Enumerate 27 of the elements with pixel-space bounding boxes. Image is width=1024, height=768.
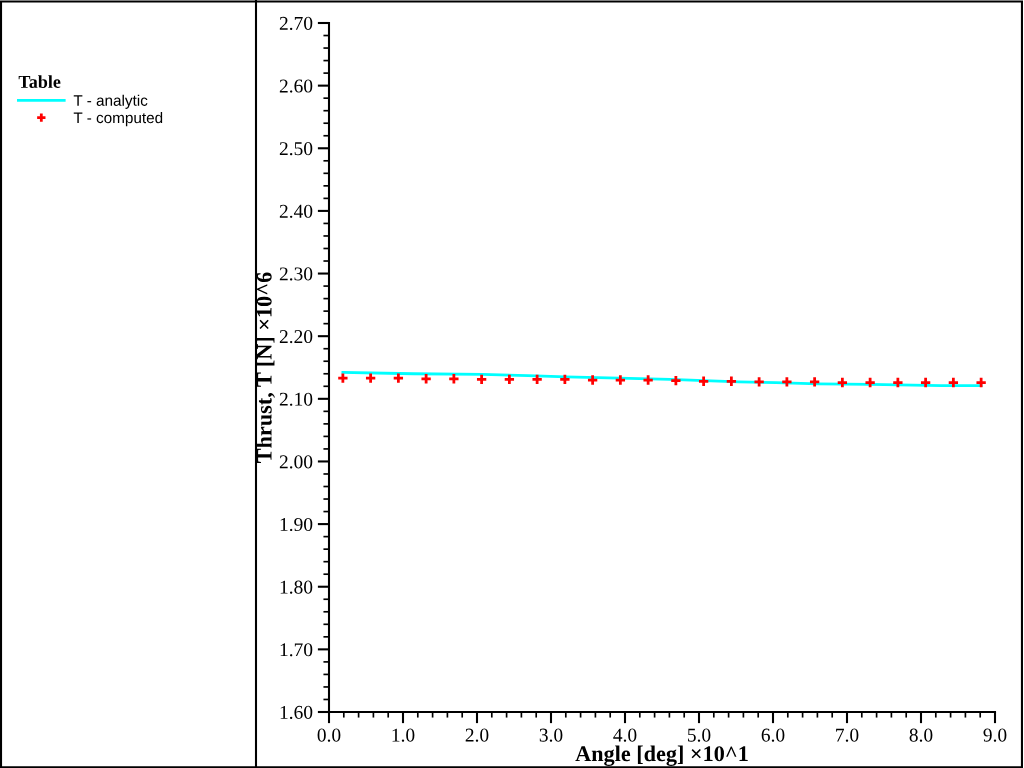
- y-tick-label: 2.10: [279, 392, 313, 406]
- x-tick-label: 0.0: [317, 728, 341, 742]
- x-axis-title: Angle [deg] ×10^1: [575, 745, 748, 766]
- y-tick-label: 1.80: [280, 580, 313, 594]
- x-tick-label: 8.0: [909, 728, 933, 742]
- x-tick-label: 4.0: [613, 728, 637, 742]
- legend-label: T - computed: [73, 111, 163, 127]
- y-tick-label: 2.70: [279, 16, 313, 31]
- x-tick-label: 5.0: [687, 728, 711, 742]
- legend-title: Table: [18, 75, 61, 88]
- x-tick-label: 2.0: [465, 728, 489, 742]
- y-tick-label: 2.50: [279, 142, 313, 156]
- y-tick-label: 1.70: [280, 643, 313, 657]
- legend-label: T - analytic: [73, 94, 148, 109]
- y-tick-label: 1.90: [280, 517, 313, 532]
- x-tick-label: 7.0: [836, 728, 859, 742]
- y-tick-label: 2.40: [279, 204, 313, 218]
- y-axis-title: Thrust, T [N] ×10^6: [256, 272, 275, 463]
- y-tick-label: 2.20: [279, 330, 313, 344]
- y-tick-label: 2.60: [279, 79, 313, 93]
- y-tick-label: 1.60: [280, 705, 313, 720]
- y-tick-label: 2.30: [279, 267, 313, 281]
- x-tick-label: 9.0: [983, 728, 1007, 742]
- x-tick-label: 3.0: [539, 728, 563, 742]
- x-tick-label: 6.0: [761, 728, 785, 742]
- x-tick-label: 1.0: [392, 728, 415, 742]
- y-tick-label: 2.00: [279, 455, 313, 469]
